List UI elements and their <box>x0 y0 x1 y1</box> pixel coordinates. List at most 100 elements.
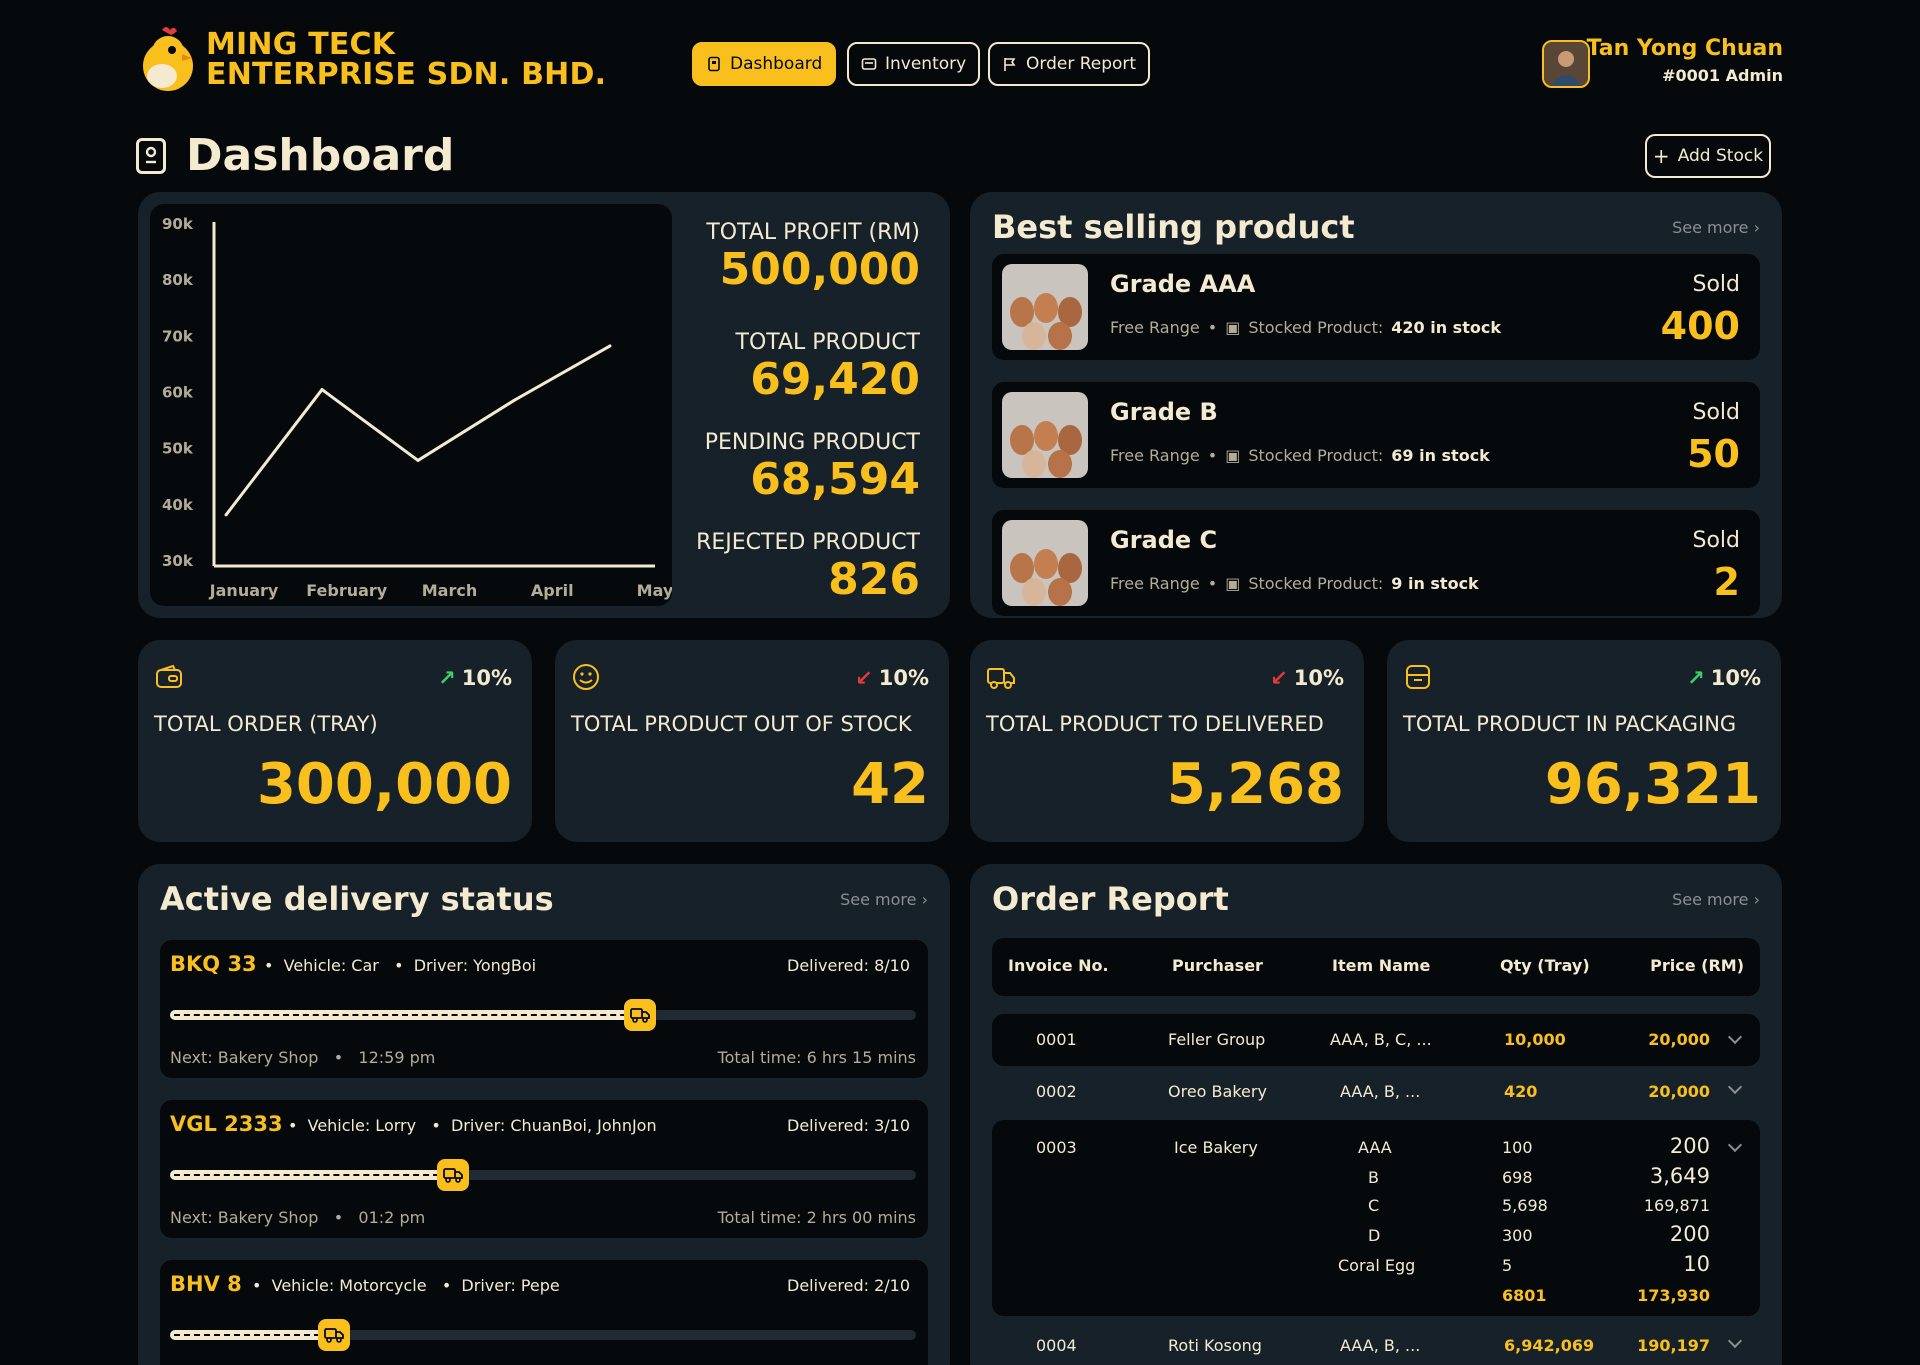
total-price-cell: 173,930 <box>1637 1286 1710 1305</box>
see-more-label: See more <box>1672 218 1749 237</box>
item-cell: AAA, B, ... <box>1340 1336 1421 1355</box>
add-stock-button[interactable]: + Add Stock <box>1645 134 1771 178</box>
total-profit-value: 500,000 <box>719 244 920 295</box>
delivery-progress-fill <box>170 1170 453 1180</box>
dashboard-icon <box>706 56 722 72</box>
kpi-value: 96,321 <box>1544 752 1761 817</box>
price-cell: 20,000 <box>1648 1082 1710 1101</box>
purchaser-cell: Ice Bakery <box>1174 1138 1258 1157</box>
truck-icon[interactable] <box>624 999 656 1031</box>
bullet: • <box>264 956 284 975</box>
sold-value: 50 <box>1687 432 1740 476</box>
nav-order-report-label: Order Report <box>1026 54 1137 74</box>
arrow-down-icon: ↙ <box>855 666 873 690</box>
bullet: • <box>252 1276 272 1295</box>
delivery-progress-track <box>170 999 916 1031</box>
chicken-logo-icon <box>138 24 198 94</box>
line-chart: 90k 80k 70k 60k 50k 40k 30k January February Marc… <box>150 204 674 606</box>
price-cell: 200 <box>1669 1134 1710 1158</box>
see-more-label: See more <box>1672 890 1749 909</box>
user-name: Tan Yong Chuan <box>1586 36 1783 61</box>
column-header-purchaser[interactable]: Purchaser <box>1172 956 1263 975</box>
table-row[interactable]: 0001 Feller Group AAA, B, C, ... 10,000 … <box>992 1014 1760 1066</box>
nav-dashboard[interactable]: Dashboard <box>692 42 837 86</box>
progress-dash <box>174 1014 636 1016</box>
chevron-down-icon[interactable] <box>1727 1029 1743 1045</box>
brand-name: MING TECK ENTERPRISE SDN. BHD. <box>206 30 606 90</box>
x-tick-label: March <box>422 581 477 600</box>
driver: Driver: ChuanBoi, JohnJon <box>450 1116 657 1135</box>
purchaser-cell: Roti Kosong <box>1168 1336 1262 1355</box>
product-type: Free Range <box>1110 446 1200 465</box>
total-profit-label: TOTAL PROFIT (RM) <box>706 220 920 245</box>
product-name: Grade B <box>1110 398 1218 426</box>
price-cell: 190,197 <box>1637 1336 1710 1355</box>
chevron-down-icon[interactable] <box>1727 1333 1743 1349</box>
delivery-title: Active delivery status <box>160 880 554 918</box>
product-row[interactable]: Grade C Free Range • ▣ Stocked Product: … <box>992 510 1760 616</box>
chevron-down-icon[interactable] <box>1727 1137 1743 1153</box>
sold-label: Sold <box>1692 272 1740 297</box>
price-cell: 169,871 <box>1643 1196 1710 1215</box>
pending-product-value: 68,594 <box>750 454 920 505</box>
nav-order-report[interactable]: Order Report <box>988 42 1151 86</box>
item-cell: C <box>1368 1196 1380 1215</box>
next-stop: Next: Bakery Shop • 12:59 pm <box>170 1048 435 1067</box>
column-header-qty[interactable]: Qty (Tray) <box>1500 956 1590 975</box>
archive-icon: ▣ <box>1225 446 1241 465</box>
kpi-label: TOTAL PRODUCT OUT OF STOCK <box>571 712 912 736</box>
bullet: • <box>288 1116 308 1135</box>
table-row[interactable]: 0004 Roti Kosong AAA, B, ... 6,942,069 1… <box>992 1322 1760 1365</box>
y-tick-label: 70k <box>162 327 194 345</box>
inventory-icon <box>861 56 877 72</box>
trend-percent: 10% <box>878 666 929 690</box>
sold-label: Sold <box>1692 400 1740 425</box>
delivery-item[interactable]: VGL 2333 • Vehicle: Lorry • Driver: Chua… <box>160 1100 928 1238</box>
truck-icon[interactable] <box>437 1159 469 1191</box>
column-header-item[interactable]: Item Name <box>1332 956 1431 975</box>
column-header-invoice[interactable]: Invoice No. <box>1008 956 1109 975</box>
truck-icon[interactable] <box>318 1319 350 1351</box>
column-header-price[interactable]: Price (RM) <box>1650 956 1744 975</box>
chevron-right-icon: › <box>921 890 928 909</box>
egg-image <box>1002 520 1088 606</box>
kpi-value: 5,268 <box>1166 752 1344 817</box>
price-cell: 20,000 <box>1648 1030 1710 1049</box>
flag-icon <box>1002 56 1018 72</box>
avatar[interactable] <box>1542 40 1590 88</box>
table-row[interactable]: 0002 Oreo Bakery AAA, B, ... 420 20,000 <box>992 1068 1760 1112</box>
total-time: Total time: 6 hrs 15 mins <box>717 1048 916 1067</box>
delivery-see-more[interactable]: See more › <box>840 890 928 909</box>
delivery-item[interactable]: BHV 8 • Vehicle: Motorcycle • Driver: Pe… <box>160 1260 928 1365</box>
delivery-meta: • Vehicle: Motorcycle • Driver: Pepe <box>252 1276 560 1295</box>
order-report-see-more[interactable]: See more › <box>1672 890 1760 909</box>
active-delivery-card: Active delivery status See more › BKQ 33… <box>138 864 950 1365</box>
product-row[interactable]: Grade AAA Free Range • ▣ Stocked Product… <box>992 254 1760 360</box>
vehicle-type: Vehicle: Car <box>283 956 379 975</box>
order-report-card: Order Report See more › Invoice No. Purc… <box>970 864 1782 1365</box>
eta: 01:2 pm <box>358 1208 426 1227</box>
truck-icon <box>986 662 1016 692</box>
delivery-item[interactable]: BKQ 33 • Vehicle: Car • Driver: YongBoi … <box>160 940 928 1078</box>
best-selling-see-more[interactable]: See more › <box>1672 218 1760 237</box>
trend-badge: ↗ 10% <box>438 666 512 690</box>
kpi-label: TOTAL PRODUCT IN PACKAGING <box>1403 712 1737 736</box>
bullet: • <box>323 1208 354 1227</box>
invoice-cell: 0003 <box>1036 1138 1077 1157</box>
kpi-label: TOTAL PRODUCT TO DELIVERED <box>986 712 1324 736</box>
invoice-cell: 0002 <box>1036 1082 1077 1101</box>
table-row-expanded[interactable]: 0003 Ice Bakery AAA 100 200 B 698 3,649 … <box>992 1120 1760 1316</box>
chevron-down-icon[interactable] <box>1727 1079 1743 1095</box>
brand-line-2: ENTERPRISE SDN. BHD. <box>206 57 607 92</box>
product-row[interactable]: Grade B Free Range • ▣ Stocked Product: … <box>992 382 1760 488</box>
egg-image <box>1002 392 1088 478</box>
wallet-icon <box>154 662 184 692</box>
y-tick-label: 90k <box>162 215 194 233</box>
sold-value: 2 <box>1713 560 1740 604</box>
nav-inventory[interactable]: Inventory <box>847 42 981 86</box>
arrow-up-icon: ↗ <box>1687 666 1705 690</box>
price-cell: 10 <box>1683 1252 1710 1276</box>
qty-cell: 420 <box>1504 1082 1538 1101</box>
qty-cell: 5 <box>1502 1256 1513 1275</box>
delivery-progress-fill <box>170 1010 640 1020</box>
